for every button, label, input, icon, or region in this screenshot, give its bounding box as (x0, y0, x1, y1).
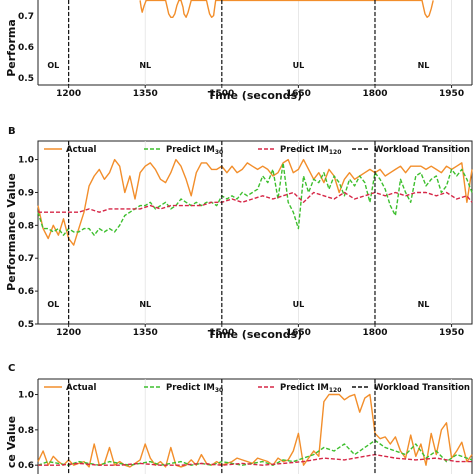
xtick-label-1800: 1800 (362, 328, 387, 338)
ytick-label-0.6: 0.6 (18, 461, 34, 471)
panel-a-xlabel: Time (seconds) (208, 89, 302, 102)
xtick-label-1650: 1650 (286, 89, 311, 99)
panel-b-transitions (68, 141, 376, 324)
panel-c-yticks: 0.6 0.8 1.0 (18, 391, 38, 471)
panel-a-ytick-0.5: 0.5 (18, 74, 34, 84)
xtick-label-1350: 1350 (133, 89, 158, 99)
ytick-label-0.6: 0.6 (18, 287, 34, 297)
panel-a-region-labels: OL NL UL NL (47, 61, 429, 70)
panel-c-legend-im120: Predict IM120 (280, 383, 341, 394)
panel-c-legend-transition: Workload Transition (374, 383, 470, 393)
region-label-nl: NL (418, 300, 430, 309)
xtick-label-1350: 1350 (133, 328, 158, 338)
ytick-label-0.8: 0.8 (18, 426, 34, 436)
panel-b-yticks: 0.5 0.6 0.7 0.8 0.9 1.0 (18, 156, 38, 330)
series-predict-im30 (37, 439, 473, 466)
panel-b-ylabel: Performance Value (5, 173, 18, 291)
panel-b-plot-frame (37, 140, 473, 325)
panel-b-letter: B (8, 126, 16, 137)
panel-b-legend-actual: Actual (66, 145, 96, 155)
series-predict-im120 (38, 453, 472, 466)
region-label-ul: UL (293, 61, 305, 70)
xtick-label-1500: 1500 (209, 89, 234, 99)
panel-b-xlabel: Time (seconds) (208, 328, 302, 341)
series-actual (37, 393, 473, 468)
region-label-nl: NL (418, 61, 430, 70)
panel-c-series (37, 393, 473, 468)
region-label-nl: NL (139, 300, 151, 309)
panel-b-legend-im30: Predict IM30 (166, 145, 223, 156)
panel-c-transitions (68, 379, 376, 474)
panel-c-grid (68, 379, 452, 474)
panel-b-region-labels: OL NL UL NL (47, 300, 429, 309)
ytick-label-0.7: 0.7 (18, 254, 34, 264)
panel-a: 0.7 0.6 0.5 OL NL UL NL 1200 1350 1500 1650 180… (5, 0, 473, 102)
panel-a-xticks: 1200 1350 1500 1650 1800 1950 (56, 85, 464, 99)
panel-b: B OL NL UL NL 0.5 0.6 0.7 0.8 0.9 1.0 1200 1350 15… (5, 126, 473, 341)
panel-c-legend-im30: Predict IM30 (166, 383, 223, 394)
xtick-label-1500: 1500 (209, 328, 234, 338)
panel-b-xticks: 1200 1350 1500 1650 1800 1950 (56, 324, 464, 338)
series-actual (139, 0, 434, 18)
ytick-label-1: 1.0 (18, 156, 34, 166)
panel-a-series (139, 0, 434, 18)
panel-c-letter: C (8, 363, 15, 374)
panel-a-ytick-0.6: 0.6 (18, 43, 34, 53)
panel-b-legend-im120: Predict IM120 (280, 145, 341, 156)
panel-a-ylabel: Performa (5, 19, 18, 77)
panel-a-grid (68, 0, 452, 85)
region-label-ol: OL (47, 61, 59, 70)
panel-c: C 0.6 0.8 1.0 ce Value Actual Predict IM30… (5, 363, 473, 474)
panel-b-series (37, 158, 473, 246)
ytick-label-0.8: 0.8 (18, 221, 34, 231)
ytick-label-1: 1.0 (18, 391, 34, 401)
ytick-label-0.9: 0.9 (18, 188, 34, 198)
series-predict-im30 (37, 162, 473, 236)
panel-c-legend-actual: Actual (66, 383, 96, 393)
region-label-ol: OL (47, 300, 59, 309)
xtick-label-1200: 1200 (56, 89, 81, 99)
panel-b-legend-transition: Workload Transition (374, 145, 470, 155)
panel-b-legend: Actual Predict IM30 Predict IM120 Worklo… (44, 145, 470, 156)
xtick-label-1950: 1950 (439, 328, 464, 338)
region-label-nl: NL (139, 61, 151, 70)
ytick-label-0.5: 0.5 (18, 320, 34, 330)
panel-c-legend: Actual Predict IM30 Predict IM120 Worklo… (44, 383, 470, 394)
region-label-ul: UL (293, 300, 305, 309)
series-predict-im120 (38, 191, 473, 213)
xtick-label-1950: 1950 (439, 89, 464, 99)
panel-a-transitions (68, 0, 376, 85)
xtick-label-1800: 1800 (362, 89, 387, 99)
xtick-label-1200: 1200 (56, 328, 81, 338)
series-actual (37, 158, 473, 246)
panel-a-ytick-0.7: 0.7 (18, 12, 34, 22)
xtick-label-1650: 1650 (286, 328, 311, 338)
panel-c-ylabel: ce Value (5, 416, 18, 468)
